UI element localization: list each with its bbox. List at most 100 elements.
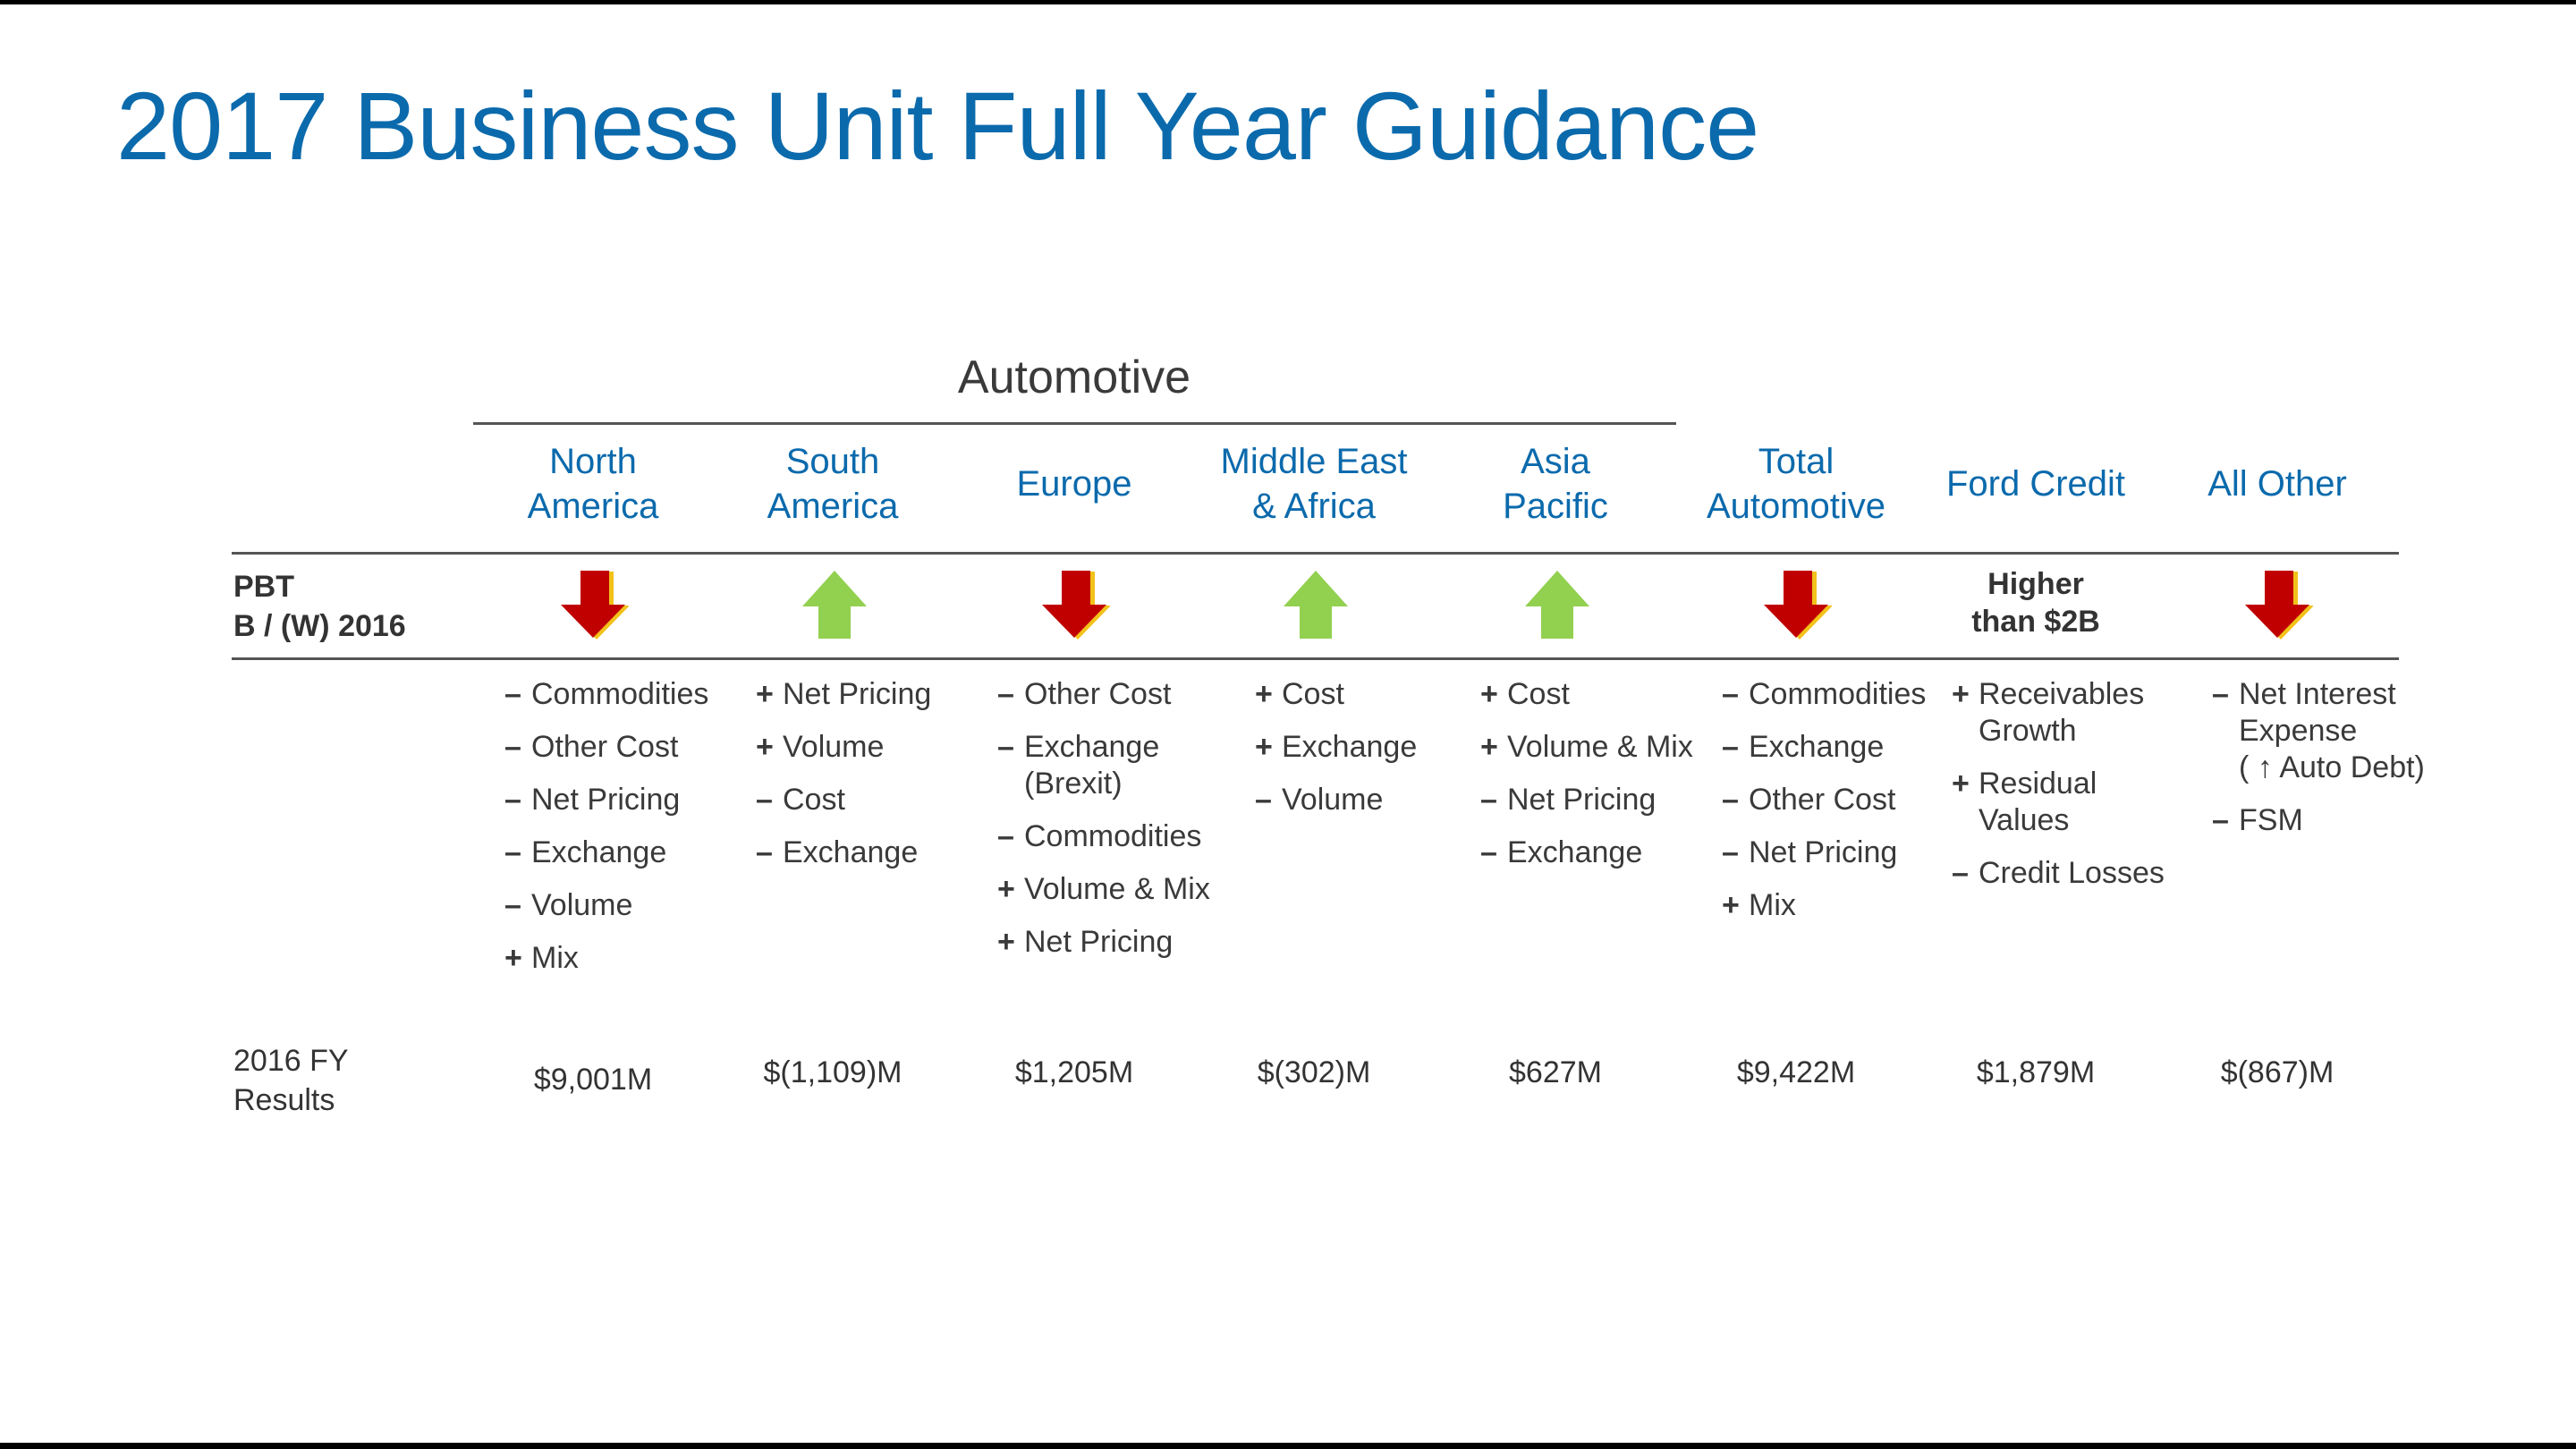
- list-item-text: Volume: [531, 887, 632, 924]
- list-item-text: FSM: [2239, 802, 2303, 839]
- column-header-line: America: [527, 487, 659, 526]
- minus-sign: –: [2212, 803, 2229, 837]
- minus-sign: –: [1255, 783, 1272, 817]
- list-item-line: (Brexit): [1024, 767, 1123, 801]
- column-header-line: Asia: [1521, 442, 1590, 481]
- list-item-line: Net Pricing: [783, 677, 932, 711]
- list-item-line: Volume: [783, 730, 885, 764]
- plus-sign: +: [1255, 677, 1273, 711]
- bottom-border: [0, 1443, 2576, 1449]
- list-item-line: Exchange: [1024, 730, 1160, 764]
- list-item-text: Volume: [1282, 782, 1383, 818]
- list-item-line: Net Pricing: [1749, 835, 1898, 869]
- fy2016-result-value: $9,422M: [1736, 1055, 1856, 1089]
- fy2016-result-value: $1,205M: [1014, 1055, 1134, 1089]
- fy2016-result-value: $(867)M: [2220, 1055, 2334, 1089]
- fy2016-result-value: $(1,109)M: [763, 1055, 902, 1089]
- minus-sign: –: [997, 730, 1014, 764]
- list-item-line: Net Pricing: [531, 783, 681, 817]
- list-item-text: Commodities: [1024, 818, 1201, 855]
- list-item-line: Cost: [1282, 677, 1344, 711]
- column-header-line: Pacific: [1503, 487, 1608, 526]
- list-item-text: Exchange: [1749, 729, 1884, 766]
- list-item-line: Other Cost: [1024, 677, 1172, 711]
- pbt-label-line1: PBT: [233, 570, 294, 604]
- list-item-text: Net Interest Expense( ↑ Auto Debt): [2239, 676, 2425, 786]
- list-item-text: Exchange: [783, 835, 918, 871]
- column-header: Asia Pacific: [1435, 439, 1676, 529]
- list-item-line: Commodities: [531, 677, 709, 711]
- list-item-line: Commodities: [1749, 677, 1927, 711]
- list-item-text: Exchange: [1282, 729, 1417, 766]
- arrow-up-icon: [801, 569, 869, 640]
- pbt-guidance-line: Higher: [1987, 567, 2084, 601]
- results-label-line2: Results: [233, 1083, 335, 1117]
- list-item-line: Net Interest: [2239, 677, 2396, 711]
- plus-sign: +: [1722, 888, 1740, 922]
- results-label: 2016 FY Results: [233, 1041, 349, 1120]
- list-item-text: Net Pricing: [783, 676, 931, 713]
- list-item-line: Growth: [1979, 714, 2077, 748]
- results-label-line1: 2016 FY: [233, 1044, 349, 1078]
- pbt-guidance-text: Higher than $2B: [1915, 565, 2157, 640]
- automotive-underline: [473, 422, 1676, 425]
- top-border: [0, 0, 2576, 4]
- minus-sign: –: [504, 783, 521, 817]
- list-item-line: ( ↑ Auto Debt): [2239, 750, 2425, 784]
- list-item-text: Other Cost: [531, 729, 678, 766]
- column-header-line: America: [767, 487, 899, 526]
- list-item-line: Net Pricing: [1507, 783, 1657, 817]
- minus-sign: –: [504, 835, 521, 869]
- list-item-line: Mix: [1749, 888, 1796, 922]
- fy2016-result-value: $(302)M: [1257, 1055, 1371, 1089]
- plus-sign: +: [1255, 730, 1273, 764]
- arrow-down-icon: [2245, 569, 2314, 640]
- list-item-text: Volume & Mix: [1024, 871, 1210, 908]
- list-item-line: Commodities: [1024, 819, 1202, 853]
- arrow-up-icon: [1282, 569, 1350, 640]
- list-item-line: Cost: [1507, 677, 1570, 711]
- column-header-line: Middle East: [1220, 442, 1408, 481]
- minus-sign: –: [504, 888, 521, 922]
- list-item-line: Credit Losses: [1979, 856, 2165, 890]
- pbt-label-line2: B / (W) 2016: [233, 609, 406, 643]
- minus-sign: –: [997, 819, 1014, 853]
- minus-sign: –: [504, 677, 521, 711]
- fy2016-result-value: $627M: [1509, 1055, 1602, 1089]
- plus-sign: +: [1952, 767, 1970, 801]
- column-header-line: Ford Credit: [1945, 464, 2126, 504]
- column-header: North America: [472, 439, 714, 529]
- minus-sign: –: [1722, 783, 1739, 817]
- minus-sign: –: [1952, 856, 1969, 890]
- arrow-up-icon: [1523, 569, 1591, 640]
- list-item-line: Cost: [783, 783, 845, 817]
- list-item-text: Net Pricing: [1749, 835, 1897, 871]
- list-item-text: Volume: [783, 729, 884, 766]
- list-item-text: Net Pricing: [531, 782, 680, 818]
- pbt-label: PBT B / (W) 2016: [233, 567, 406, 646]
- plus-sign: +: [1480, 730, 1498, 764]
- column-header-line: & Africa: [1252, 487, 1376, 526]
- list-item-text: Receivables Growth: [1979, 676, 2144, 750]
- list-item-text: Mix: [1749, 887, 1796, 924]
- list-item-line: Volume: [531, 888, 633, 922]
- column-header-line: Total: [1758, 442, 1835, 481]
- list-item-text: Exchange (Brexit): [1024, 729, 1159, 802]
- minus-sign: –: [1480, 783, 1497, 817]
- list-item-text: Commodities: [1749, 676, 1926, 713]
- plus-sign: +: [1480, 677, 1498, 711]
- list-item-text: Mix: [531, 940, 579, 977]
- list-item-text: Exchange: [531, 835, 666, 871]
- column-header-line: All Other: [2207, 464, 2347, 504]
- pbt-divider: [232, 657, 2399, 660]
- column-header-line: South: [785, 442, 880, 481]
- automotive-group-label: Automotive: [957, 352, 1191, 403]
- minus-sign: –: [997, 677, 1014, 711]
- list-item-line: Exchange: [531, 835, 667, 869]
- list-item-text: Volume & Mix: [1507, 729, 1693, 766]
- minus-sign: –: [504, 730, 521, 764]
- list-item-text: Other Cost: [1749, 782, 1895, 818]
- list-item-line: Exchange: [1749, 730, 1885, 764]
- list-item-line: Expense: [2239, 714, 2358, 748]
- column-header: South America: [712, 439, 953, 529]
